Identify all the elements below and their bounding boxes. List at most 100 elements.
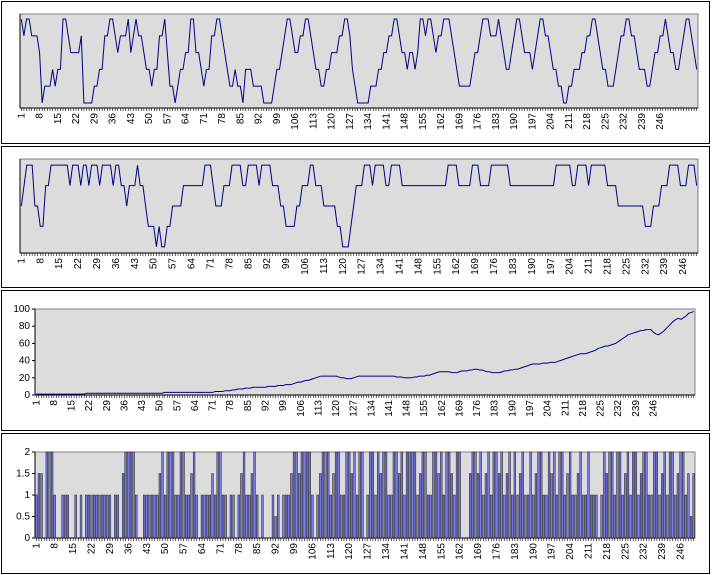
bar (668, 451, 672, 539)
bar (182, 451, 185, 539)
x-tick-label: 176 (472, 400, 483, 417)
bar (395, 451, 398, 539)
bar (408, 451, 411, 539)
cumulative-line-chart: 0 20 40 60 80 100 1 8 15 22 29 36 43 50 57 64 71 78 85 92 99… (13, 304, 696, 417)
bar (164, 494, 167, 539)
x-tick-label: 162 (436, 113, 447, 130)
bar (448, 451, 451, 539)
bar (568, 451, 572, 539)
bar (534, 473, 538, 539)
x-tick-label: 99 (289, 543, 300, 555)
x-tick-label: 246 (678, 258, 689, 275)
x-tick-label: 141 (395, 258, 406, 275)
bar (474, 451, 477, 539)
bar (116, 494, 119, 539)
bar (445, 451, 448, 539)
x-tick-label: 22 (71, 113, 82, 125)
bar (208, 494, 211, 539)
bar (513, 451, 516, 539)
bar (379, 473, 382, 539)
x-tick-label: 148 (400, 113, 411, 130)
x-tick-label: 78 (217, 113, 228, 125)
x-tick-label: 155 (432, 258, 443, 275)
bar (500, 451, 503, 539)
x-tick-label: 57 (168, 258, 179, 270)
bar (334, 451, 338, 539)
x-tick-label: 218 (578, 400, 589, 417)
bar (174, 494, 177, 539)
x-tick-label: 92 (260, 400, 271, 412)
bar (558, 451, 561, 539)
bar (684, 494, 687, 539)
x-tick-label: 211 (584, 258, 595, 274)
bar (366, 494, 369, 539)
bar (624, 473, 627, 539)
bar (398, 473, 401, 539)
bar (53, 494, 56, 539)
x-tick-label: 169 (454, 400, 465, 417)
bar (127, 451, 130, 539)
chart-panel-1: 1 8 15 22 29 36 43 50 57 64 71 78 85 92 99 106 113 120 127… (1, 1, 710, 144)
bar (495, 451, 498, 539)
bar (177, 494, 180, 539)
bar (637, 494, 640, 539)
bar (608, 451, 611, 539)
x-tick-label: 162 (437, 400, 448, 417)
x-tick-label: 148 (402, 400, 413, 417)
line-chart-2: 1 8 15 22 29 36 43 50 57 64 71 78 85 92 99 106 113 120 127… (16, 158, 699, 275)
bar (37, 473, 41, 539)
x-tick-label: 176 (473, 113, 484, 130)
bar (679, 451, 682, 539)
x-tick-label: 183 (510, 543, 521, 560)
y-tick-label: 0 (24, 533, 30, 544)
x-tick-label: 162 (451, 258, 462, 275)
x-tick-label: 29 (102, 400, 113, 412)
line-chart-1: 1 8 15 22 29 36 43 50 57 64 71 78 85 92 99 106 113 120 127… (16, 13, 699, 130)
x-tick-label: 85 (235, 113, 246, 125)
bar (458, 451, 461, 539)
bar (626, 451, 630, 539)
x-tick-label: 50 (160, 543, 171, 555)
x-tick-label: 211 (560, 400, 571, 416)
bar (416, 494, 419, 539)
x-tick-label: 113 (313, 400, 324, 416)
x-tick-label: 197 (547, 543, 558, 560)
bar (561, 451, 564, 539)
x-tick-label: 246 (676, 543, 687, 560)
bar (508, 451, 511, 539)
x-tick-label: 85 (243, 258, 254, 270)
x-tick-label: 197 (525, 400, 536, 417)
bar (563, 494, 566, 539)
bar (355, 494, 359, 539)
bar (248, 494, 251, 539)
bar (479, 451, 482, 539)
x-tick-label: 15 (68, 543, 79, 555)
bar (213, 494, 217, 539)
x-tick-label: 176 (489, 258, 500, 275)
bar (374, 494, 377, 539)
bar (87, 494, 91, 539)
bar (405, 451, 409, 539)
bar (413, 451, 417, 539)
x-tick-label: 36 (108, 113, 119, 125)
x-tick-label: 169 (470, 258, 481, 275)
y-tick-label: 100 (13, 304, 30, 315)
x-tick-label: 8 (50, 543, 61, 549)
bar (574, 494, 577, 539)
bar (256, 494, 259, 539)
x-tick-label: 113 (326, 543, 337, 559)
x-tick-label: 218 (602, 543, 613, 560)
bar (277, 494, 280, 539)
bar (332, 473, 335, 539)
bar (148, 494, 151, 539)
bar (358, 451, 361, 539)
x-tick-label: 92 (262, 258, 273, 270)
bar-chart: 00.511.521 8 15 22 29 36 43 50 57 64 71 78 85 92 99 106… (16, 447, 696, 560)
series-line (20, 164, 698, 248)
x-tick-label: 29 (89, 113, 100, 125)
x-tick-label: 246 (648, 400, 659, 417)
x-tick-label: 1 (16, 113, 27, 119)
bar (547, 451, 551, 539)
bar (434, 451, 438, 539)
bar (371, 451, 375, 539)
